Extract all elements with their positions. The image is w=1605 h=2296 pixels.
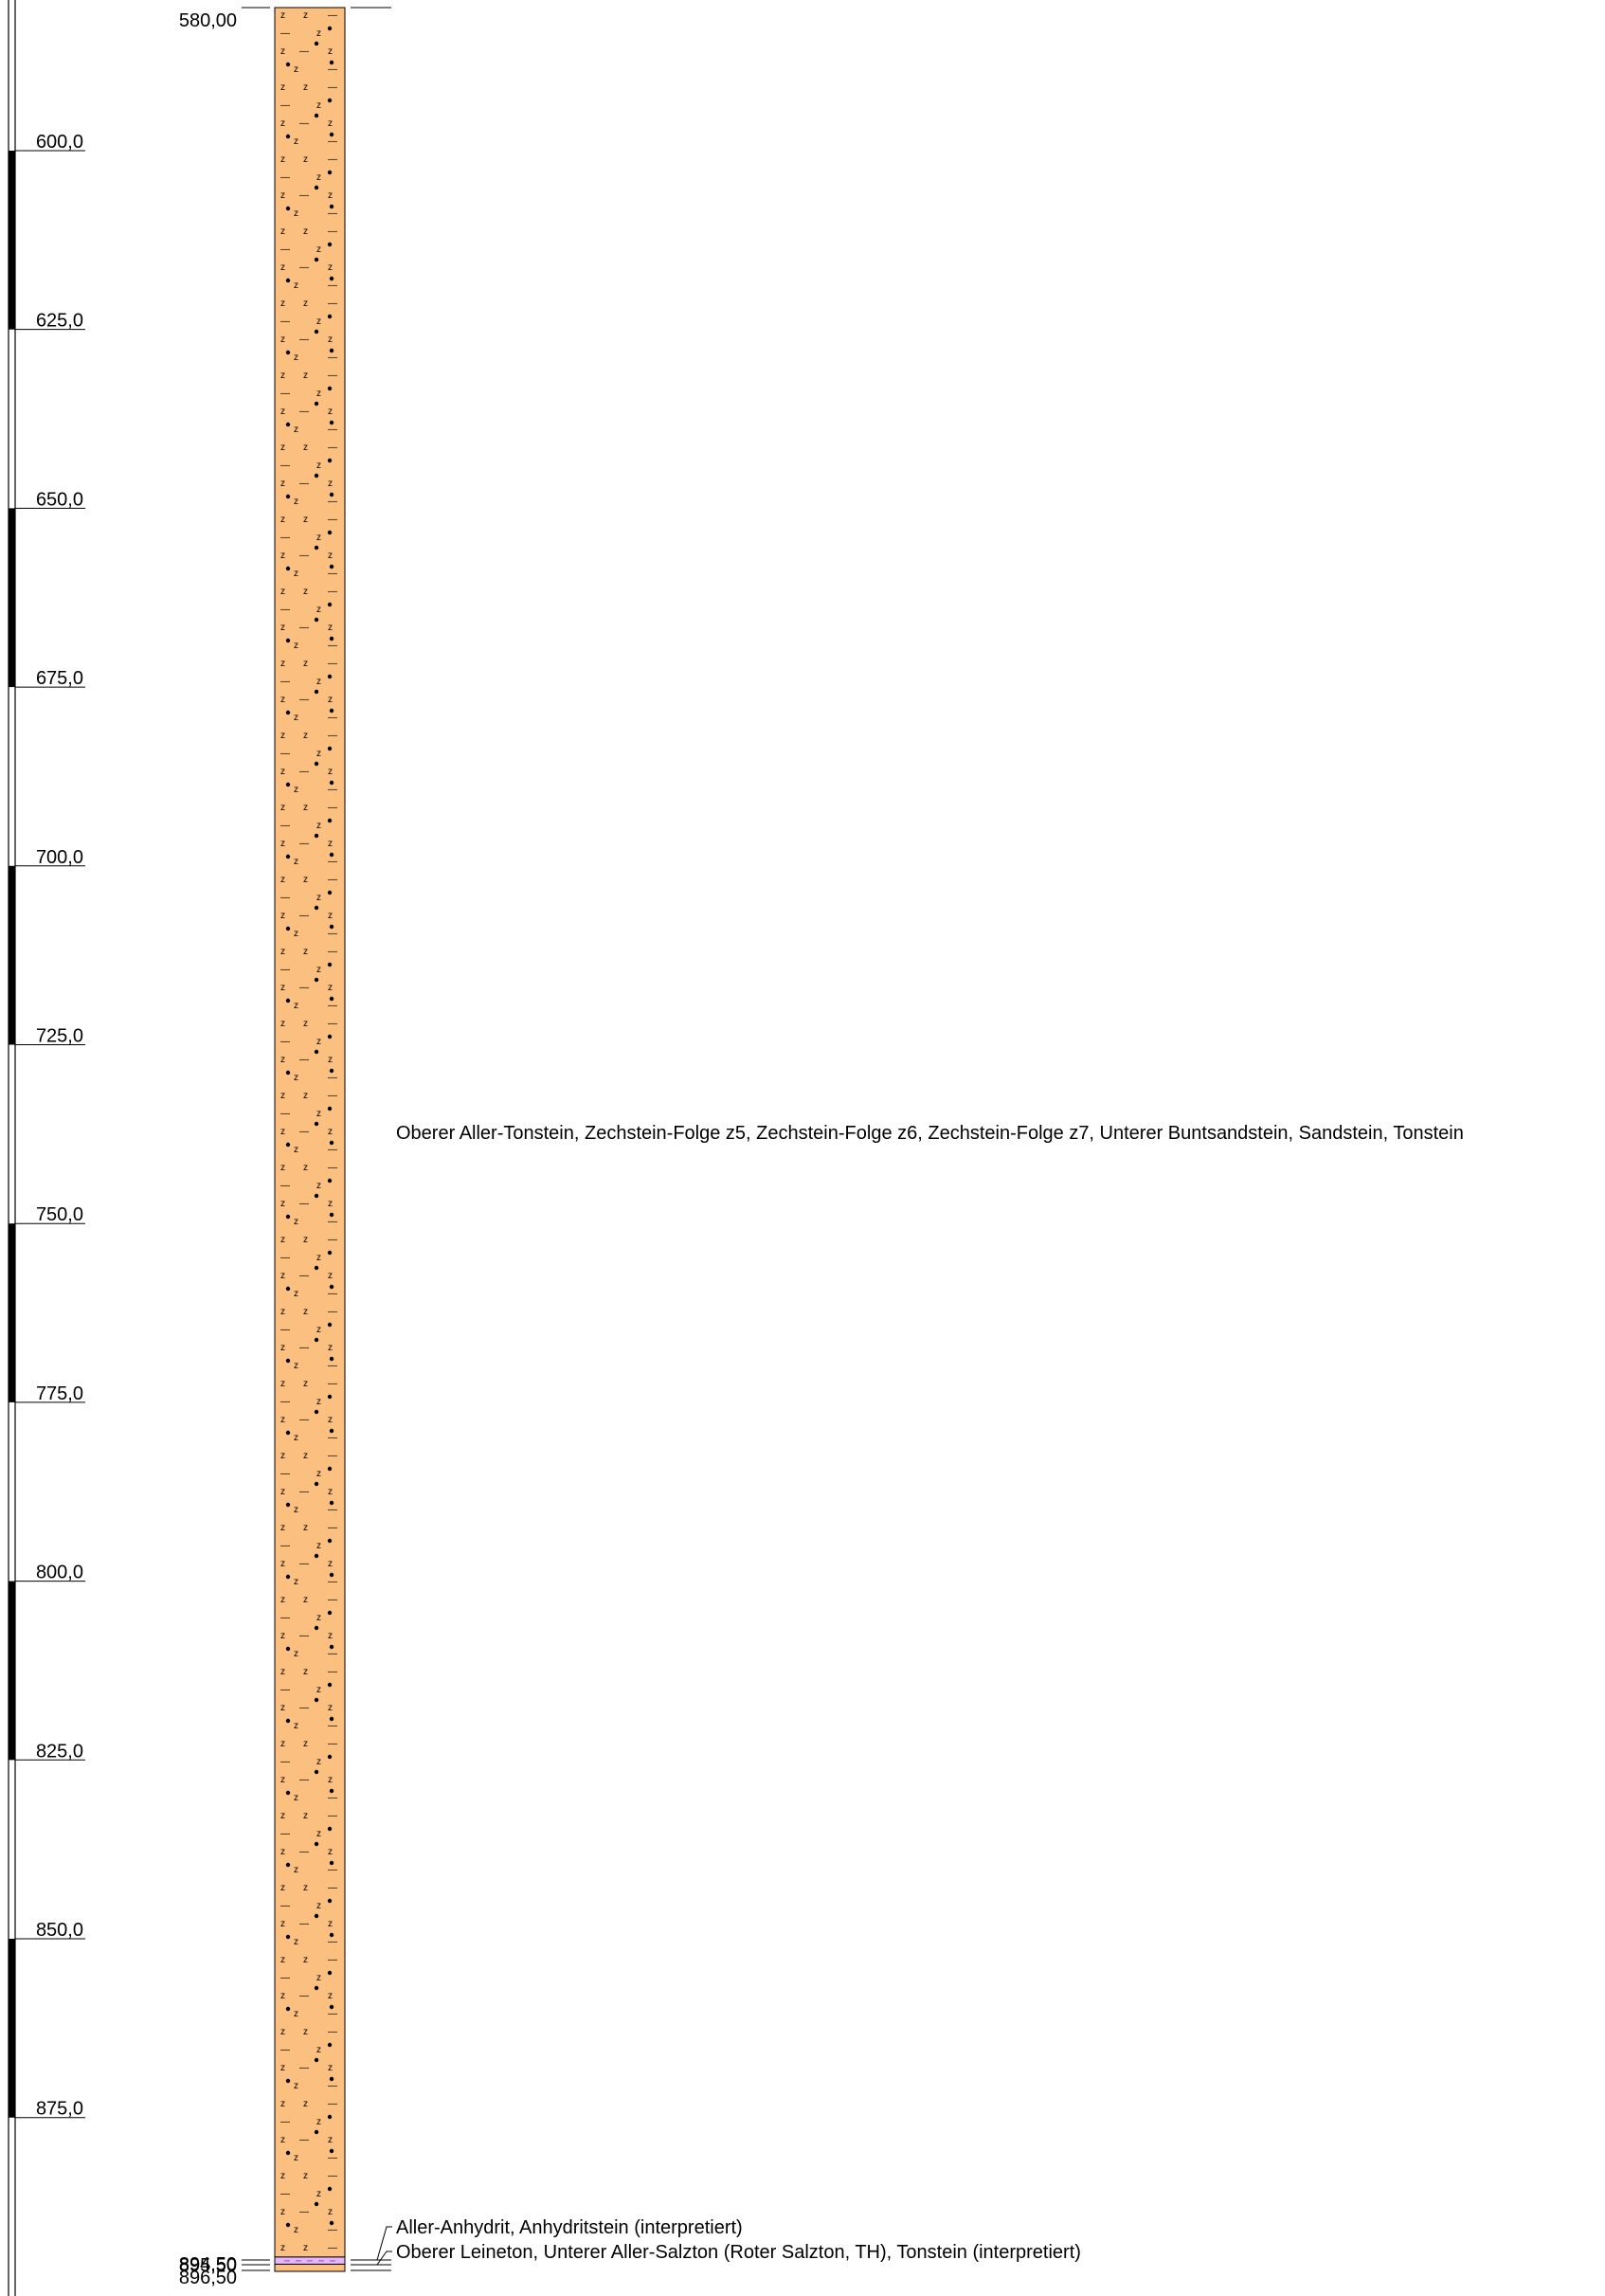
scale-tick-label: 725,0 bbox=[36, 1025, 83, 1046]
scale-tick-label: 775,0 bbox=[36, 1383, 83, 1404]
scale-tick-label: 625,0 bbox=[36, 311, 83, 332]
scale-band bbox=[9, 1223, 15, 1402]
layer-1-bottom-label: 894,50 bbox=[179, 2254, 237, 2275]
scale-tick-label: 700,0 bbox=[36, 847, 83, 868]
scale-tick-label: 875,0 bbox=[36, 2099, 83, 2120]
layer-3-bottom-label: 896,50 bbox=[179, 2268, 237, 2288]
layer-3-fill bbox=[274, 2263, 346, 2272]
scale-band bbox=[9, 865, 15, 1045]
layer-1-fill bbox=[274, 7, 346, 2258]
scale-tick-label: 650,0 bbox=[36, 489, 83, 510]
scale-tick-label: 750,0 bbox=[36, 1204, 83, 1225]
layer-3-description: Oberer Leineton, Unterer Aller-Salzton (… bbox=[396, 2242, 1081, 2263]
scale-tick-label: 825,0 bbox=[36, 1741, 83, 1762]
layer-2-bottom-label: 895,50 bbox=[179, 2255, 237, 2276]
scale-band bbox=[9, 150, 15, 330]
layer-2-description: Aller-Anhydrit, Anhydritstein (interpret… bbox=[396, 2217, 743, 2238]
scale-tick-label: 600,0 bbox=[36, 132, 83, 153]
scale-band bbox=[9, 1581, 15, 1761]
depth-scale: 600,0 625,0 650,0 675,0 700,0 725,0 750,0 775,0… bbox=[8, 0, 85, 2296]
scale-band bbox=[9, 1939, 15, 2118]
scale-tick-label: 800,0 bbox=[36, 1563, 83, 1583]
layer-1-description: Oberer Aller-Tonstein, Zechstein-Folge z… bbox=[396, 1123, 1464, 1144]
scale-band bbox=[9, 508, 15, 688]
scale-tick-label: 675,0 bbox=[36, 668, 83, 689]
leader-line bbox=[351, 2226, 392, 2261]
leader-line bbox=[351, 2251, 392, 2266]
layer-1-top-label: 580,00 bbox=[179, 10, 237, 31]
scale-tick-label: 850,0 bbox=[36, 1920, 83, 1941]
